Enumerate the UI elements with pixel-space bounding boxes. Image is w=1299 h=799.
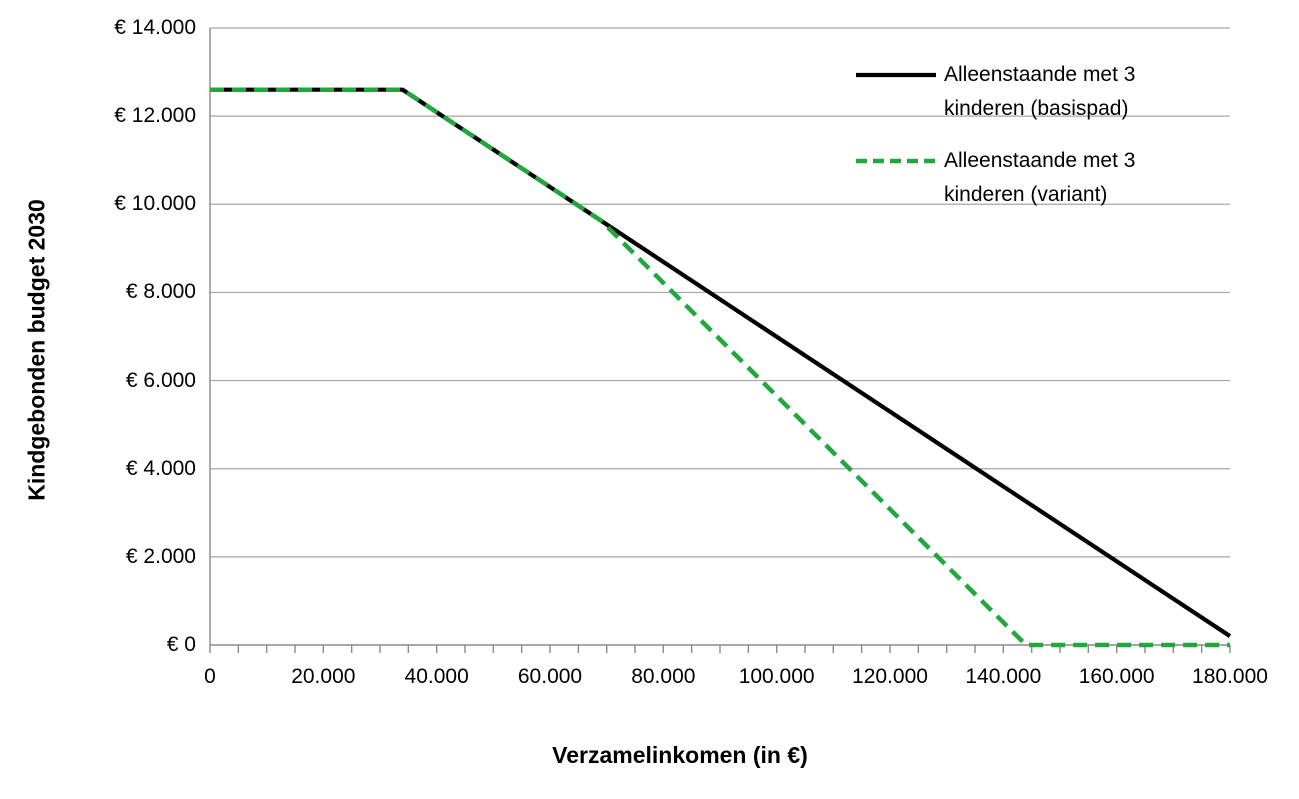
legend-label-variant-line1: Alleenstaande met 3 xyxy=(944,149,1136,172)
y-tick-label: € 0 xyxy=(166,633,196,656)
x-tick-label: 40.000 xyxy=(404,665,469,688)
x-tick-label: 160.000 xyxy=(1078,665,1155,688)
y-tick-label: € 10.000 xyxy=(114,192,196,216)
y-tick-label: € 4.000 xyxy=(125,456,196,480)
series-line-variant xyxy=(210,87,1230,648)
y-tick-label: € 14.000 xyxy=(114,16,196,39)
x-tick-label: 60.000 xyxy=(517,665,583,688)
y-tick-label: € 12.000 xyxy=(114,104,196,128)
series-line-basispad xyxy=(210,87,1232,638)
x-tick-label: 0 xyxy=(204,665,216,688)
x-tick-label: 80.000 xyxy=(631,665,696,688)
legend-label-variant-line2: kinderen (variant) xyxy=(944,183,1108,206)
legend-label-basispad-line2: kinderen (basispad) xyxy=(944,97,1129,120)
legend-label-variant: Alleenstaande met 3 kinderen (variant) xyxy=(944,144,1135,212)
y-tick-label: € 6.000 xyxy=(125,368,196,392)
y-tick-label: € 2.000 xyxy=(125,544,196,568)
x-tick-label: 180.000 xyxy=(1192,665,1268,688)
legend-solid-line-sample xyxy=(856,72,936,78)
legend-label-basispad: Alleenstaande met 3 kinderen (basispad) xyxy=(944,58,1135,126)
x-tick-label: 20.000 xyxy=(291,665,356,688)
x-tick-label: 120.000 xyxy=(852,665,928,688)
x-tick-label: 100.000 xyxy=(738,665,815,688)
x-tick-label: 140.000 xyxy=(965,665,1042,688)
legend-label-basispad-line1: Alleenstaande met 3 xyxy=(944,63,1136,86)
legend: Alleenstaande met 3 kinderen (basispad) … xyxy=(856,58,1135,230)
legend-dashed-line-sample xyxy=(856,158,936,164)
x-axis-title: Verzamelinkomen (in €) xyxy=(552,742,808,768)
legend-item-variant: Alleenstaande met 3 kinderen (variant) xyxy=(856,144,1135,212)
legend-item-basispad: Alleenstaande met 3 kinderen (basispad) xyxy=(856,58,1135,126)
y-tick-label: € 8.000 xyxy=(125,280,196,304)
